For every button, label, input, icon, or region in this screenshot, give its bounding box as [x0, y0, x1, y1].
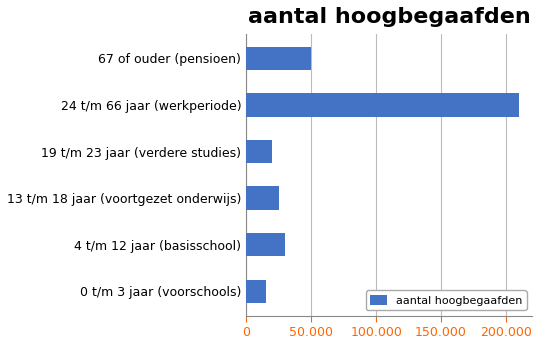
Bar	[246, 186, 279, 210]
Bar	[246, 47, 311, 70]
Bar	[246, 93, 519, 117]
Bar	[246, 280, 266, 303]
Bar	[246, 140, 272, 163]
Legend: aantal hoogbegaafden: aantal hoogbegaafden	[365, 290, 527, 310]
Title: aantal hoogbegaafden: aantal hoogbegaafden	[248, 7, 530, 27]
Bar	[246, 233, 285, 256]
